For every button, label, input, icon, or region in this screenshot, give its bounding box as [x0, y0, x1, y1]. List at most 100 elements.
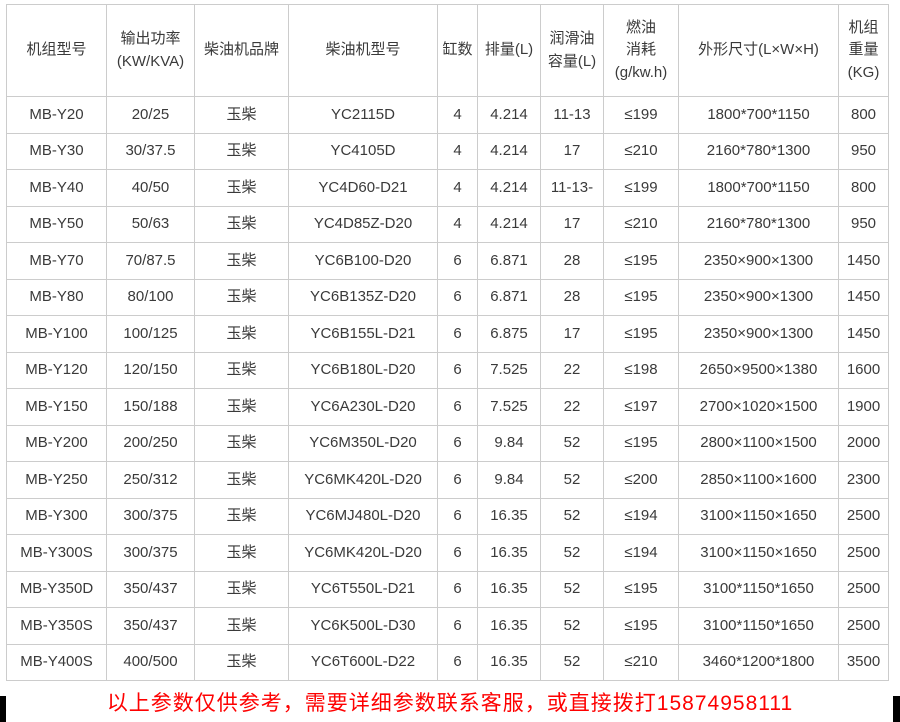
table-cell: 1600 [838, 351, 889, 389]
table-cell: 22 [540, 351, 604, 389]
table-cell: 玉柴 [194, 96, 289, 134]
table-cell: 玉柴 [194, 132, 289, 170]
table-cell: MB-Y350S [6, 607, 107, 645]
column-header: 机组型号 [6, 4, 107, 97]
table-row: MB-Y200 200/250 玉柴 YC6M350L-D20 6 9.84 52 ≤195 2… [6, 424, 889, 462]
table-row: MB-Y70 70/87.5 玉柴 YC6B100-D20 6 6.871 28 ≤195 23… [6, 242, 889, 280]
table-cell: 800 [838, 96, 889, 134]
table-cell: 6 [437, 607, 478, 645]
table-cell: 9.84 [477, 461, 541, 499]
table-cell: MB-Y250 [6, 461, 107, 499]
table-cell: 玉柴 [194, 570, 289, 608]
table-cell: YC6MK420L-D20 [288, 534, 438, 572]
table-cell: 1450 [838, 278, 889, 316]
table-cell: MB-Y200 [6, 424, 107, 462]
table-cell: 28 [540, 242, 604, 280]
table-cell: 6 [437, 388, 478, 426]
table-cell: 52 [540, 570, 604, 608]
table-cell: 50/63 [106, 205, 195, 243]
table-cell: MB-Y50 [6, 205, 107, 243]
table-cell: YC6B135Z-D20 [288, 278, 438, 316]
footer-notice-text: 以上参数仅供参考，需要详细参数联系客服，或直接拨打15874958111 [106, 691, 794, 715]
table-cell: MB-Y300 [6, 497, 107, 535]
table-cell: 玉柴 [194, 534, 289, 572]
table-cell: ≤195 [603, 570, 679, 608]
table-cell: MB-Y30 [6, 132, 107, 170]
table-cell: ≤195 [603, 315, 679, 353]
right-edge-bar [893, 696, 900, 722]
table-cell: ≤210 [603, 132, 679, 170]
table-cell: 玉柴 [194, 169, 289, 207]
table-cell: 3500 [838, 643, 889, 681]
table-cell: 52 [540, 424, 604, 462]
table-cell: 2350×900×1300 [678, 242, 839, 280]
table-cell: 52 [540, 607, 604, 645]
table-cell: YC6M350L-D20 [288, 424, 438, 462]
table-cell: 16.35 [477, 497, 541, 535]
table-cell: 6 [437, 242, 478, 280]
table-cell: 52 [540, 643, 604, 681]
table-cell: MB-Y100 [6, 315, 107, 353]
table-cell: YC6T550L-D21 [288, 570, 438, 608]
table-cell: 40/50 [106, 169, 195, 207]
table-cell: 1450 [838, 315, 889, 353]
table-cell: 6 [437, 424, 478, 462]
table-cell: 250/312 [106, 461, 195, 499]
table-cell: 玉柴 [194, 461, 289, 499]
footer-notice-strip: 以上参数仅供参考，需要详细参数联系客服，或直接拨打15874958111 [0, 681, 900, 722]
table-cell: 2700×1020×1500 [678, 388, 839, 426]
table-cell: ≤194 [603, 497, 679, 535]
table-cell: 玉柴 [194, 388, 289, 426]
table-cell: 950 [838, 132, 889, 170]
table-cell: 300/375 [106, 497, 195, 535]
table-cell: ≤199 [603, 169, 679, 207]
table-row: MB-Y30 30/37.5 玉柴 YC4105D 4 4.214 17 ≤210 2160*7… [6, 132, 889, 170]
table-cell: 玉柴 [194, 278, 289, 316]
table-cell: 玉柴 [194, 351, 289, 389]
table-cell: 80/100 [106, 278, 195, 316]
table-cell: MB-Y300S [6, 534, 107, 572]
column-header: 机组 重量 (KG) [838, 4, 889, 97]
table-row: MB-Y300 300/375 玉柴 YC6MJ480L-D20 6 16.35 52 ≤19… [6, 497, 889, 535]
table-row: MB-Y50 50/63 玉柴 YC4D85Z-D20 4 4.214 17 ≤210 2160… [6, 205, 889, 243]
table-cell: 120/150 [106, 351, 195, 389]
table-cell: MB-Y350D [6, 570, 107, 608]
table-cell: 52 [540, 461, 604, 499]
table-cell: 4.214 [477, 169, 541, 207]
table-cell: 4 [437, 205, 478, 243]
table-cell: 2500 [838, 607, 889, 645]
table-cell: 2350×900×1300 [678, 315, 839, 353]
table-cell: 3100*1150*1650 [678, 570, 839, 608]
table-cell: 17 [540, 205, 604, 243]
table-body: MB-Y20 20/25 玉柴 YC2115D 4 4.214 11-13 ≤199 1800*… [6, 96, 889, 681]
table-cell: 4 [437, 96, 478, 134]
table-cell: ≤195 [603, 607, 679, 645]
table-cell: 6 [437, 534, 478, 572]
table-cell: YC6B180L-D20 [288, 351, 438, 389]
table-cell: ≤210 [603, 205, 679, 243]
table-cell: 2160*780*1300 [678, 205, 839, 243]
table-cell: 7.525 [477, 388, 541, 426]
table-cell: 3460*1200*1800 [678, 643, 839, 681]
table-cell: YC6A230L-D20 [288, 388, 438, 426]
table-cell: ≤199 [603, 96, 679, 134]
table-cell: 2800×1100×1500 [678, 424, 839, 462]
table-cell: 4 [437, 169, 478, 207]
table-cell: ≤198 [603, 351, 679, 389]
column-header: 输出功率 (KW/KVA) [106, 4, 195, 97]
table-row: MB-Y350S 350/437 玉柴 YC6K500L-D30 6 16.35 52 ≤19… [6, 607, 889, 645]
table-cell: 6.871 [477, 278, 541, 316]
table-cell: 16.35 [477, 570, 541, 608]
table-cell: ≤195 [603, 242, 679, 280]
table-cell: 4.214 [477, 132, 541, 170]
table-cell: ≤194 [603, 534, 679, 572]
table-cell: 玉柴 [194, 205, 289, 243]
table-cell: 800 [838, 169, 889, 207]
table-cell: YC6B155L-D21 [288, 315, 438, 353]
table-cell: MB-Y20 [6, 96, 107, 134]
table-cell: 17 [540, 315, 604, 353]
table-cell: YC2115D [288, 96, 438, 134]
table-cell: 20/25 [106, 96, 195, 134]
table-cell: 300/375 [106, 534, 195, 572]
